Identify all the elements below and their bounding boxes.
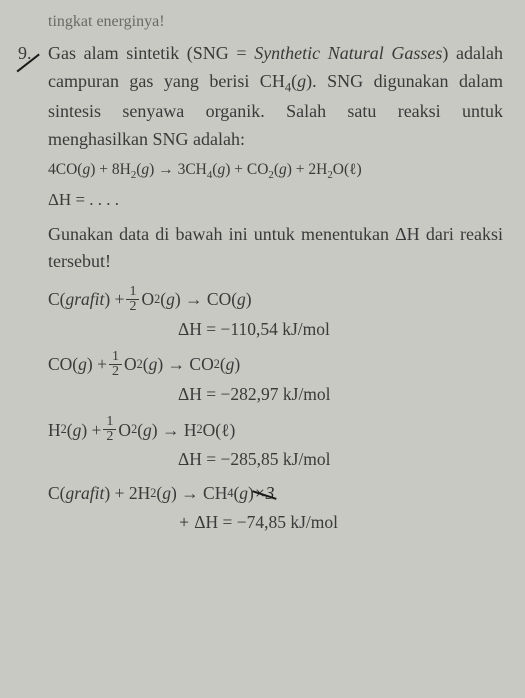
eq: ) + 8H	[90, 161, 131, 178]
phase: g	[141, 161, 149, 178]
eq: ) + 2H	[104, 480, 150, 506]
instruction-text: Gunakan data di bawah ini untuk menentuk…	[48, 221, 503, 275]
eq: ) → CH	[171, 480, 227, 506]
eq: ) + CO	[225, 161, 268, 178]
reaction-2: CO(g) + 12O2(g) → CO2(g)	[48, 350, 503, 379]
phase: g	[226, 351, 235, 377]
text: Gas alam sintetik (SNG =	[48, 43, 254, 63]
eq: CO(	[48, 351, 78, 377]
eq: O	[124, 351, 137, 377]
main-equation: 4CO(g) + 8H2(g) → 3CH4(g) + CO2(g) + 2H2…	[48, 158, 503, 183]
question-container: 9. Gas alam sintetik (SNG = Synthetic Na…	[18, 40, 503, 543]
question-number: 9.	[18, 40, 40, 67]
phase: g	[237, 286, 246, 312]
eq: ) +	[87, 351, 107, 377]
phase: g	[166, 286, 175, 312]
phase: g	[143, 417, 152, 443]
eq: C(	[48, 480, 66, 506]
eq: O	[141, 286, 154, 312]
fraction: 12	[126, 285, 139, 314]
numerator: 1	[109, 350, 122, 365]
eq: ) → H	[152, 417, 197, 443]
eq: ) +	[104, 286, 124, 312]
fraction: 12	[109, 350, 122, 379]
delta-h-unknown: ΔH = . . . .	[48, 187, 503, 213]
reaction-3-dh: ΔH = −285,85 kJ/mol	[48, 446, 503, 472]
reaction-4: C(grafit) + 2H2(g) → CH4(g) ×3	[48, 480, 503, 506]
phase: g	[78, 351, 87, 377]
phase: g	[73, 417, 82, 443]
eq: ) → CO(	[175, 286, 237, 312]
eq: H	[48, 417, 61, 443]
eq: )	[234, 351, 240, 377]
reaction-2-dh: ΔH = −282,97 kJ/mol	[48, 381, 503, 407]
phase: g	[149, 351, 158, 377]
reaction-3: H2(g) + 12O2(g) → H2O(ℓ)	[48, 415, 503, 444]
denominator: 2	[103, 430, 116, 444]
numerator: 1	[103, 415, 116, 430]
eq: )	[246, 286, 252, 312]
handwritten-plus: +	[178, 512, 194, 532]
eq: O(ℓ)	[333, 161, 362, 178]
eq: 4CO(	[48, 161, 82, 178]
phase: g	[279, 161, 287, 178]
handwritten-annotation: ×3	[254, 480, 275, 506]
phase: g	[162, 480, 171, 506]
eq: ) + 2H	[287, 161, 328, 178]
phase: grafit	[66, 286, 105, 312]
fraction: 12	[103, 415, 116, 444]
phase: g	[297, 71, 306, 91]
phase: grafit	[66, 480, 105, 506]
eq: ) → CO	[157, 351, 213, 377]
eq: C(	[48, 286, 66, 312]
previous-question-fragment: tingkat energinya!	[48, 10, 503, 34]
reaction-1: C(grafit) + 12O2(g) → CO(g)	[48, 285, 503, 314]
question-paragraph: Gas alam sintetik (SNG = Synthetic Natur…	[48, 40, 503, 154]
reaction-4-dh: + ΔH = −74,85 kJ/mol	[48, 509, 503, 535]
eq: ) +	[81, 417, 101, 443]
phase: g	[239, 480, 248, 506]
question-body: Gas alam sintetik (SNG = Synthetic Natur…	[48, 40, 503, 543]
numerator: 1	[126, 285, 139, 300]
dh-value: ΔH = −74,85 kJ/mol	[194, 512, 338, 532]
italic-term: Synthetic Natural Gasses	[254, 43, 442, 63]
denominator: 2	[109, 365, 122, 379]
reaction-1-dh: ΔH = −110,54 kJ/mol	[48, 316, 503, 342]
eq: O(ℓ)	[203, 417, 236, 443]
eq: O	[118, 417, 131, 443]
denominator: 2	[126, 300, 139, 314]
eq: ) → 3CH	[149, 161, 207, 178]
